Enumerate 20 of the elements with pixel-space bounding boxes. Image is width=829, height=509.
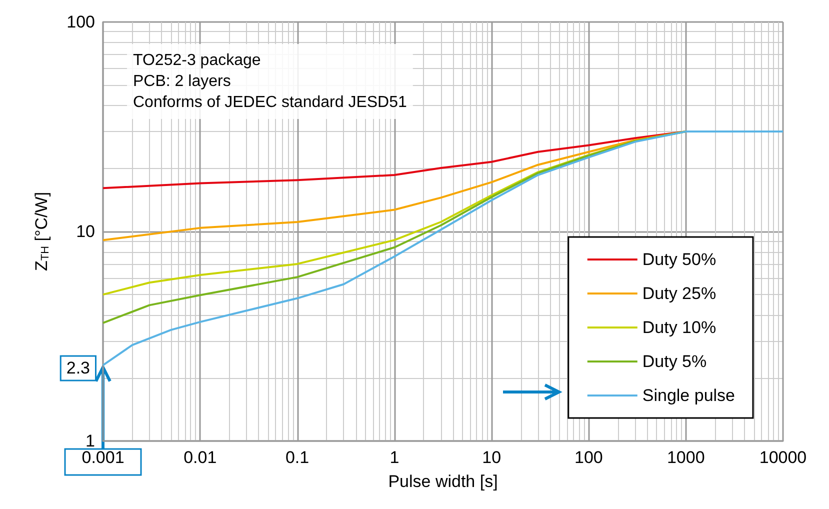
x-tick-label: 1000 — [666, 448, 705, 467]
legend-label: Duty 5% — [642, 352, 707, 371]
x-tick-label: 10000 — [759, 448, 807, 467]
annotation: 2.3 — [66, 358, 90, 378]
annotation: TO252-3 package PCB: 2 layers Conforms of JEDEC standard JESD51 — [133, 52, 407, 111]
legend-label: Duty 50% — [642, 250, 716, 269]
x-tick-label: 1 — [390, 448, 400, 467]
y-tick-label: 10 — [76, 222, 95, 241]
legend-label: Duty 10% — [642, 318, 716, 337]
x-tick-label: 100 — [574, 448, 603, 467]
x-tick-label: 10 — [482, 448, 502, 467]
legend-label: Duty 25% — [642, 284, 716, 303]
x-axis-title: Pulse width [s] — [388, 472, 498, 491]
x-tick-label: 0.001 — [82, 448, 124, 467]
x-tick-label: 0.01 — [184, 448, 217, 467]
y-tick-label: 1 — [86, 432, 95, 450]
x-tick-label: 0.1 — [285, 448, 310, 467]
y-tick-label: 100 — [66, 12, 95, 32]
y-axis-title: ZTH [°C/W] — [32, 192, 52, 272]
legend-label: Single pulse — [642, 386, 736, 405]
